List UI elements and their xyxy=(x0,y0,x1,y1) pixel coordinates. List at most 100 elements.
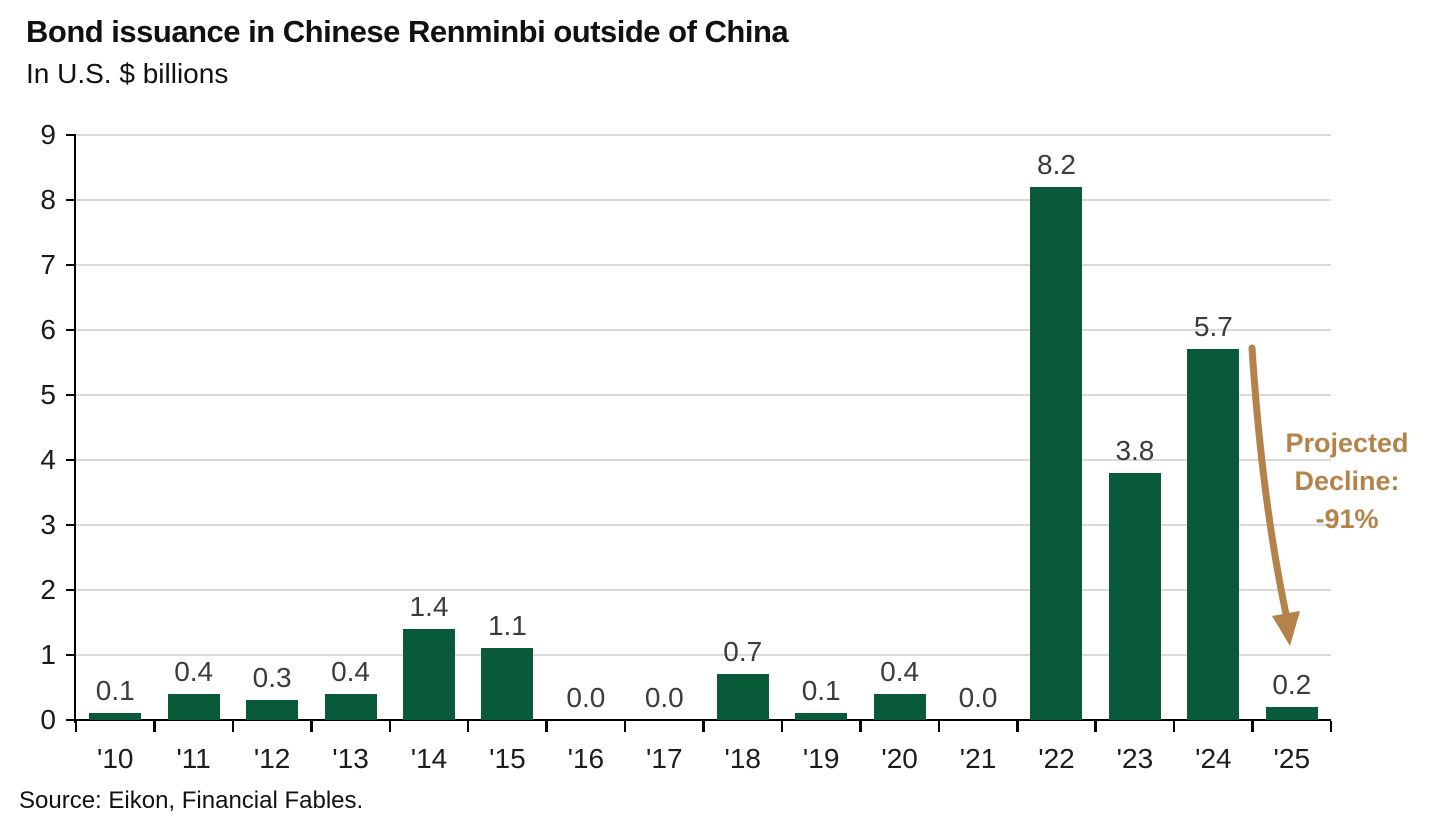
y-axis-label: 9 xyxy=(40,119,56,150)
gridline xyxy=(76,654,1331,656)
chart-subtitle: In U.S. $ billions xyxy=(26,58,229,89)
x-axis-label: '12 xyxy=(253,743,291,774)
y-axis-line xyxy=(73,134,76,723)
x-axis-tick xyxy=(702,721,705,732)
annotation-projected-decline: Projected Decline: -91% xyxy=(1277,424,1417,538)
bar-value-label: 3.8 xyxy=(1115,435,1155,466)
bar-value-label: 5.7 xyxy=(1193,311,1233,342)
x-axis-label: '14 xyxy=(410,743,448,774)
x-axis-tick xyxy=(780,721,784,732)
x-axis-tick xyxy=(1172,721,1176,732)
bar-value-label: 0.4 xyxy=(331,656,370,687)
y-axis-tick xyxy=(66,523,76,527)
x-axis-tick xyxy=(388,721,391,732)
bar-value-label: 1.4 xyxy=(409,591,449,622)
bar xyxy=(167,694,220,720)
bar xyxy=(402,629,455,720)
bar xyxy=(1108,473,1161,720)
x-axis-label: '18 xyxy=(724,743,761,774)
bar-value-label: 1.1 xyxy=(487,610,527,641)
bar xyxy=(873,694,926,720)
x-axis-tick xyxy=(1094,721,1097,732)
y-axis-tick xyxy=(66,198,76,202)
source-note: Source: Eikon, Financial Fables. xyxy=(19,787,364,814)
x-axis-label: '24 xyxy=(1195,743,1232,774)
y-axis-label: 6 xyxy=(40,314,56,345)
gridline xyxy=(76,524,1331,526)
x-axis-label: '21 xyxy=(959,743,997,774)
x-axis-tick xyxy=(74,721,78,732)
bar xyxy=(1265,707,1318,720)
y-axis-tick xyxy=(66,653,76,657)
bar-value-label: 0.4 xyxy=(174,656,214,687)
y-axis-label: 4 xyxy=(40,444,56,475)
x-axis-label: '23 xyxy=(1116,743,1154,774)
y-axis-tick xyxy=(66,133,76,137)
bar-value-label: 0.0 xyxy=(644,682,684,713)
chart-title: Bond issuance in Chinese Renminbi outsid… xyxy=(26,14,789,49)
y-axis-label: 5 xyxy=(40,379,56,410)
x-axis-tick xyxy=(1016,721,1019,732)
y-axis-tick xyxy=(66,458,76,462)
bar-value-label: 0.0 xyxy=(958,682,998,713)
bar xyxy=(795,713,848,720)
bar-value-label: 0.0 xyxy=(566,682,606,713)
x-axis-tick xyxy=(1329,721,1333,732)
x-axis-label: '11 xyxy=(176,743,211,774)
x-axis-label: '15 xyxy=(489,743,526,774)
y-axis-tick xyxy=(66,263,76,267)
bar-value-label: 8.2 xyxy=(1037,149,1076,180)
x-axis-tick xyxy=(466,721,470,732)
y-axis-label: 8 xyxy=(40,184,56,215)
y-axis-tick xyxy=(66,328,76,332)
y-axis-label: 1 xyxy=(40,639,56,670)
gridline xyxy=(76,394,1331,396)
x-axis-tick xyxy=(623,721,627,732)
bar-value-label: 0.4 xyxy=(880,656,920,687)
x-axis-tick xyxy=(545,721,548,732)
x-axis-tick xyxy=(859,721,862,732)
annotation-line-2: Decline: xyxy=(1294,466,1400,496)
bar xyxy=(324,694,377,720)
bar-value-label: 0.2 xyxy=(1272,669,1312,700)
y-axis-tick xyxy=(66,718,76,722)
bar-value-label: 0.1 xyxy=(95,675,135,706)
x-axis-label: '19 xyxy=(802,743,840,774)
bar xyxy=(1030,187,1083,720)
y-axis-label: 3 xyxy=(40,509,56,540)
annotation-line-3: -91% xyxy=(1315,504,1379,534)
bar xyxy=(481,648,534,720)
bar-value-label: 0.3 xyxy=(252,662,292,693)
gridline xyxy=(76,589,1331,591)
x-axis-tick xyxy=(1251,721,1254,732)
y-axis-label: 2 xyxy=(40,574,56,605)
x-axis-tick xyxy=(310,721,313,732)
bar-value-label: 0.7 xyxy=(723,636,763,667)
x-axis-label: '17 xyxy=(646,743,683,774)
x-axis-line xyxy=(76,718,1331,722)
x-axis-label: '10 xyxy=(96,743,134,774)
gridline xyxy=(76,459,1331,461)
x-axis-label: '13 xyxy=(332,743,369,774)
annotation-line-1: Projected xyxy=(1285,428,1409,458)
y-axis-tick xyxy=(66,393,76,397)
gridline xyxy=(76,264,1331,266)
x-axis-label: '16 xyxy=(567,743,605,774)
gridline xyxy=(76,134,1331,136)
bar-value-label: 0.1 xyxy=(801,675,841,706)
gridline xyxy=(76,329,1331,331)
y-axis-tick xyxy=(66,588,76,592)
x-axis-tick xyxy=(153,721,156,732)
gridline xyxy=(76,199,1331,201)
bar xyxy=(89,713,142,720)
x-axis-tick xyxy=(937,721,941,732)
y-axis-label: 0 xyxy=(40,704,56,735)
bar xyxy=(246,700,299,720)
x-axis-label: '20 xyxy=(881,743,918,774)
x-axis-label: '22 xyxy=(1038,743,1075,774)
x-axis-tick xyxy=(231,721,235,732)
bar xyxy=(716,674,769,720)
bar xyxy=(1187,349,1240,720)
